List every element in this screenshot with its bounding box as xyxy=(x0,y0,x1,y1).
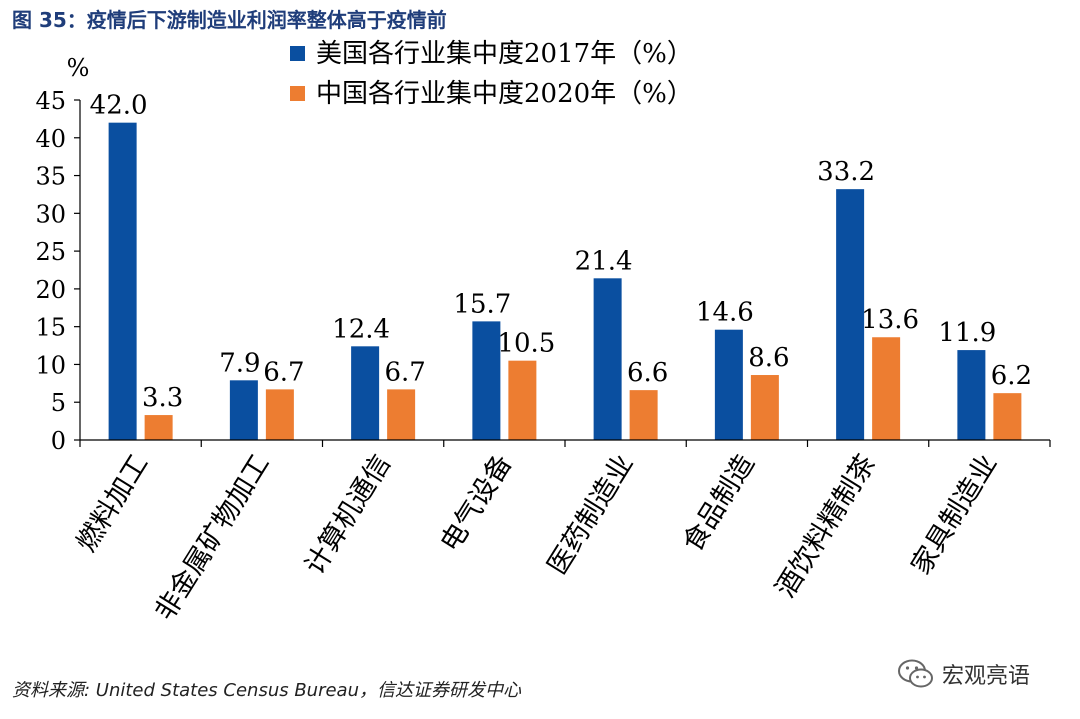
x-category-label: 电气设备 xyxy=(435,449,519,557)
x-category-label: 计算机通信 xyxy=(299,449,397,580)
x-category-label: 非金属矿物加工 xyxy=(149,449,275,626)
x-category-label: 医药制造业 xyxy=(542,449,640,580)
figure-title: 图 35：疫情后下游制造业利润率整体高于疫情前 xyxy=(12,8,447,32)
legend-swatch xyxy=(290,86,305,101)
y-tick-label: 5 xyxy=(51,389,66,417)
bar-series-1 xyxy=(351,346,380,440)
data-label: 6.6 xyxy=(627,358,668,388)
data-label: 15.7 xyxy=(453,289,511,319)
x-category-label: 家具制造业 xyxy=(905,449,1003,580)
y-tick-label: 15 xyxy=(35,314,66,342)
bar-series-2 xyxy=(508,360,537,440)
data-label: 8.6 xyxy=(748,343,789,373)
bar-series-1 xyxy=(593,278,622,440)
y-tick-label: 20 xyxy=(35,276,66,304)
watermark-text: 宏观亮语 xyxy=(942,664,1031,689)
data-label: 14.6 xyxy=(696,298,754,328)
data-label: 13.6 xyxy=(861,305,919,335)
bar-series-2 xyxy=(750,375,779,440)
x-category-label: 燃料加工 xyxy=(71,449,155,557)
data-label: 10.5 xyxy=(497,329,555,359)
data-label: 6.2 xyxy=(991,361,1032,391)
data-label: 7.9 xyxy=(219,348,260,378)
y-tick-label: 45 xyxy=(35,87,66,115)
y-axis-ticks: 0 5 10 15 20 25 30 35 40 45 xyxy=(35,87,81,455)
x-category-label: 食品制造 xyxy=(677,449,761,557)
legend-swatch xyxy=(290,46,305,61)
y-tick-label: 30 xyxy=(35,200,66,228)
x-category-label: 酒饮料精制茶 xyxy=(770,449,882,603)
source-note: 资料来源: United States Census Bureau，信达证券研发… xyxy=(12,680,521,701)
data-label: 42.0 xyxy=(90,91,148,121)
data-label: 21.4 xyxy=(575,246,633,276)
data-label: 12.4 xyxy=(332,314,390,344)
bar-series-1 xyxy=(957,350,986,440)
data-label: 33.2 xyxy=(817,157,875,187)
y-axis-unit-label: % xyxy=(67,54,90,82)
bar-series-1 xyxy=(472,321,501,440)
legend: 美国各行业集中度2017年（%） 中国各行业集中度2020年（%） xyxy=(290,39,693,109)
legend-label: 美国各行业集中度2017年（%） xyxy=(316,39,693,69)
data-label: 6.7 xyxy=(263,357,304,387)
y-tick-label: 40 xyxy=(35,125,66,153)
bar-series-2 xyxy=(387,389,416,440)
bar-series-1 xyxy=(229,380,258,440)
bar-series-1 xyxy=(836,189,865,440)
data-label: 6.7 xyxy=(384,357,425,387)
bar-series-2 xyxy=(872,337,901,440)
bar-series-2 xyxy=(265,389,294,440)
bar-series-1 xyxy=(108,122,137,441)
y-tick-label: 25 xyxy=(35,238,66,266)
wechat-icon xyxy=(898,659,933,688)
y-tick-label: 35 xyxy=(35,163,66,191)
wechat-watermark: 宏观亮语 xyxy=(896,654,1030,694)
data-label: 3.3 xyxy=(142,383,183,413)
data-labels: 42.0 7.9 12.4 15.7 21.4 14.6 33.2 11.9 3.3 6.7 6.7… xyxy=(90,91,1032,413)
legend-label: 中国各行业集中度2020年（%） xyxy=(316,79,693,109)
bar-series xyxy=(108,122,1022,441)
y-tick-label: 0 xyxy=(51,427,66,455)
data-label: 11.9 xyxy=(938,318,996,348)
bar-series-2 xyxy=(629,390,658,440)
bar-series-2 xyxy=(144,415,173,440)
y-tick-label: 10 xyxy=(35,351,66,379)
bar-series-2 xyxy=(993,393,1022,440)
bar-series-1 xyxy=(714,329,743,440)
bar-chart: % 0 5 10 15 20 25 30 35 40 45 42.0 7.9 12.4 15.7 21.4… xyxy=(35,39,1051,626)
